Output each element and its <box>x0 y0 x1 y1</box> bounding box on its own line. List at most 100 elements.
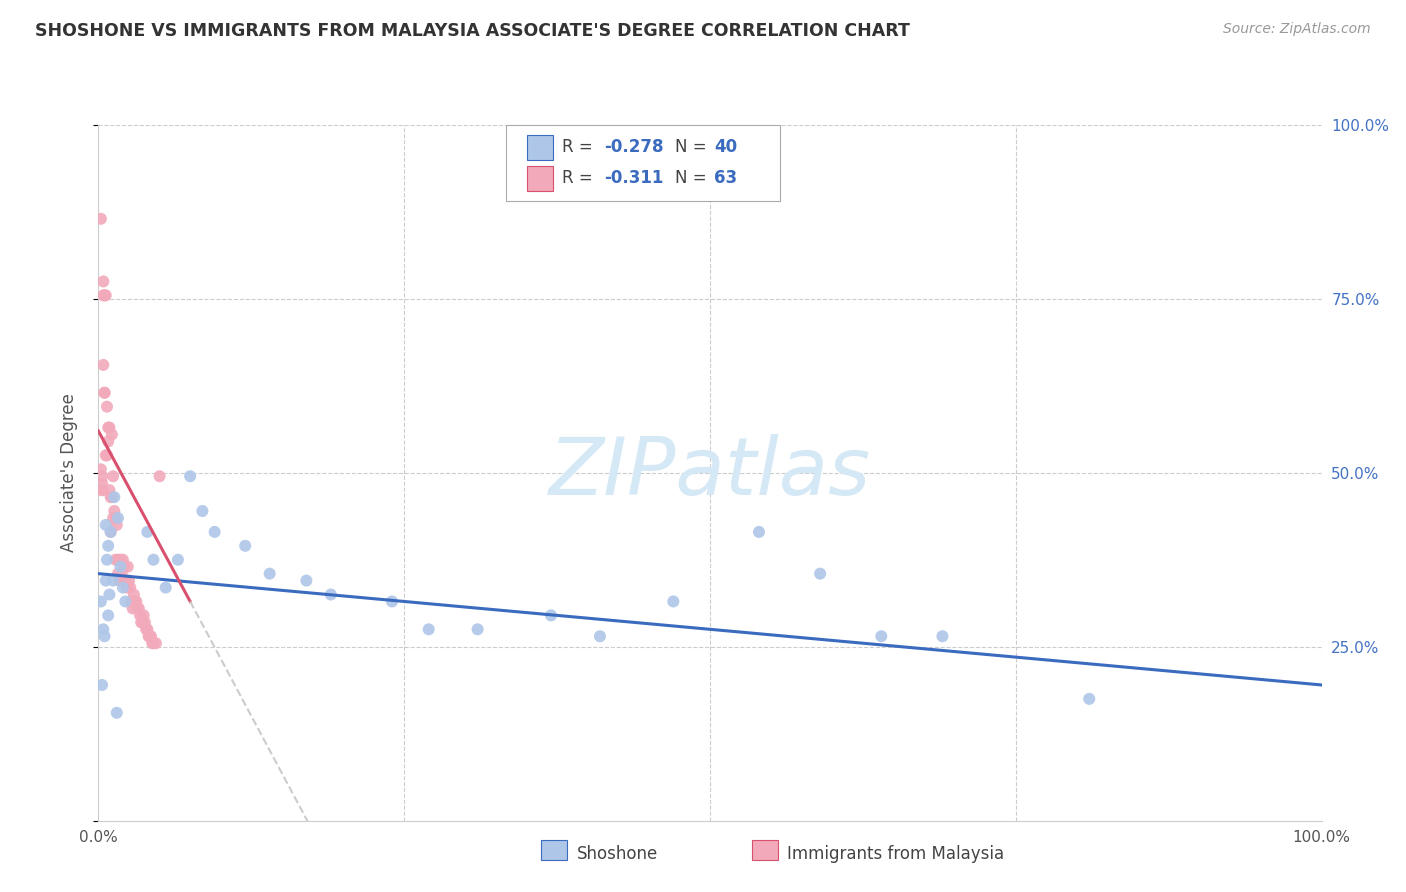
Point <box>101 574 124 588</box>
Point <box>98 587 121 601</box>
Point <box>91 288 114 302</box>
Point <box>129 608 152 623</box>
Point <box>93 385 115 400</box>
Point <box>136 524 159 539</box>
Point <box>1078 692 1101 706</box>
Point <box>134 615 156 630</box>
Point <box>111 552 134 567</box>
Point <box>91 678 114 692</box>
Point <box>381 594 404 608</box>
Point <box>91 623 114 637</box>
Point <box>97 539 120 553</box>
Point <box>110 559 132 574</box>
Point <box>122 587 145 601</box>
Text: -0.278: -0.278 <box>605 138 664 156</box>
Point <box>141 636 163 650</box>
Point <box>114 594 136 608</box>
Point <box>120 581 142 595</box>
Point <box>100 524 122 539</box>
Point <box>97 608 120 623</box>
Point <box>91 469 114 483</box>
Point <box>98 420 121 434</box>
Point <box>112 559 135 574</box>
Point <box>121 601 143 615</box>
Point <box>101 490 124 504</box>
Point <box>96 448 118 462</box>
Point <box>94 448 117 462</box>
Point <box>101 469 124 483</box>
Point <box>104 552 127 567</box>
Point <box>111 581 134 595</box>
Point <box>98 483 121 498</box>
Point <box>142 636 165 650</box>
Point <box>110 552 132 567</box>
Point <box>94 517 117 532</box>
Point <box>139 629 162 643</box>
Point <box>418 623 440 637</box>
Point <box>132 608 155 623</box>
Point <box>125 594 148 608</box>
Point <box>540 608 562 623</box>
Point <box>91 274 114 288</box>
Point <box>115 581 138 595</box>
Point <box>129 615 152 630</box>
Text: 63: 63 <box>714 169 737 187</box>
Text: R =: R = <box>562 169 599 187</box>
Point <box>155 581 177 595</box>
Point <box>127 601 149 615</box>
Text: -0.311: -0.311 <box>605 169 664 187</box>
Point <box>138 629 160 643</box>
Point <box>97 434 120 449</box>
Point <box>145 636 167 650</box>
Point <box>204 524 226 539</box>
Point <box>101 511 124 525</box>
Point <box>167 552 190 567</box>
Text: Shoshone: Shoshone <box>576 845 658 863</box>
Point <box>96 552 118 567</box>
Text: Source: ZipAtlas.com: Source: ZipAtlas.com <box>1223 22 1371 37</box>
Point <box>97 420 120 434</box>
Point <box>101 427 124 442</box>
Point <box>120 594 142 608</box>
Point <box>467 623 489 637</box>
Point <box>91 483 114 498</box>
Point <box>91 358 114 372</box>
Point <box>91 483 114 498</box>
Point <box>124 594 146 608</box>
Text: N =: N = <box>675 138 711 156</box>
Point <box>117 559 139 574</box>
Point <box>179 469 201 483</box>
Point <box>808 566 831 581</box>
Point <box>93 629 115 643</box>
Y-axis label: Associate's Degree: Associate's Degree <box>59 393 77 552</box>
Point <box>114 574 136 588</box>
Point <box>103 504 125 518</box>
Point <box>931 629 953 643</box>
Point <box>319 587 342 601</box>
Point <box>90 462 112 476</box>
Point <box>589 629 612 643</box>
Point <box>96 400 118 414</box>
Point <box>136 623 159 637</box>
Point <box>94 574 117 588</box>
Point <box>142 552 165 567</box>
Point <box>233 539 256 553</box>
Point <box>104 511 127 525</box>
Point <box>90 594 112 608</box>
Point <box>107 511 129 525</box>
Text: 40: 40 <box>714 138 737 156</box>
Point <box>748 524 770 539</box>
Point <box>870 629 893 643</box>
Point <box>107 566 129 581</box>
Point <box>131 615 153 630</box>
Point <box>100 490 122 504</box>
Point <box>135 623 157 637</box>
Point <box>93 288 115 302</box>
Text: ZIPatlas: ZIPatlas <box>548 434 872 512</box>
Point <box>128 601 150 615</box>
Point <box>108 574 131 588</box>
Point <box>111 566 134 581</box>
Point <box>149 469 172 483</box>
Point <box>105 706 128 720</box>
Point <box>100 524 122 539</box>
